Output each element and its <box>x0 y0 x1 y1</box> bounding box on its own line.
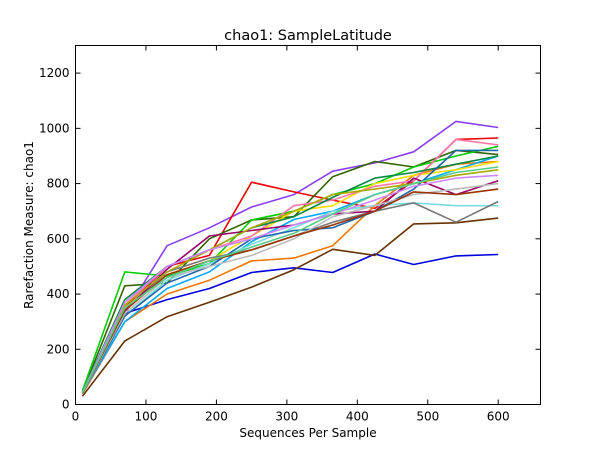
x-tick-label: 500 <box>416 410 439 424</box>
series-line-16 <box>81 169 499 393</box>
y-tick-label: 1000 <box>39 121 70 135</box>
x-axis-label: Sequences Per Sample <box>239 426 376 440</box>
x-tick-label: 400 <box>346 410 369 424</box>
plot-frame <box>75 45 541 405</box>
y-tick-label: 400 <box>47 287 70 301</box>
series-line-15 <box>81 149 499 394</box>
series-line-8 <box>81 155 499 394</box>
chart-title: chao1: SampleLatitude <box>224 28 392 44</box>
series-line-3 <box>81 253 499 394</box>
y-tick-label: 1200 <box>39 66 70 80</box>
y-tick-label: 600 <box>47 232 70 246</box>
x-tick-label: 300 <box>275 410 298 424</box>
y-axis-label: Rarefaction Measure: chao1 <box>22 141 36 309</box>
x-tick-label: 0 <box>72 410 80 424</box>
x-tick-label: 600 <box>487 410 510 424</box>
axis-ticks: 0 100 200 300 400 500 600 0 200 400 600 800 1000 1200 <box>39 45 541 424</box>
y-tick-label: 200 <box>47 342 70 356</box>
series-line-1 <box>81 120 499 392</box>
series-line-10 <box>81 202 499 394</box>
y-tick-label: 800 <box>47 177 70 191</box>
y-tick-label: 0 <box>62 398 70 412</box>
series-line-4 <box>81 217 499 397</box>
series-line-17 <box>81 174 499 393</box>
series-line-20 <box>81 166 499 393</box>
plot-lines <box>81 120 499 397</box>
series-line-7 <box>81 160 499 395</box>
x-tick-label: 200 <box>205 410 228 424</box>
x-tick-label: 100 <box>135 410 158 424</box>
